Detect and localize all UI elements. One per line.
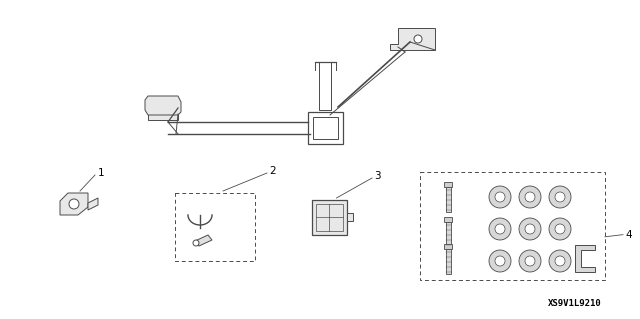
Bar (175, 193, 255, 261)
Bar (445, 249, 451, 274)
Circle shape (193, 240, 199, 246)
Polygon shape (195, 235, 212, 246)
Bar (312, 200, 347, 235)
Polygon shape (145, 96, 181, 115)
Text: 4: 4 (625, 230, 632, 240)
Circle shape (549, 218, 571, 240)
Bar (445, 187, 451, 212)
Bar (313, 117, 338, 139)
Circle shape (489, 186, 511, 208)
Circle shape (489, 218, 511, 240)
Circle shape (555, 256, 565, 266)
Circle shape (549, 186, 571, 208)
Polygon shape (148, 100, 178, 120)
Circle shape (519, 218, 541, 240)
Polygon shape (88, 198, 98, 210)
Circle shape (549, 250, 571, 272)
Polygon shape (60, 193, 88, 215)
Circle shape (495, 224, 505, 234)
Polygon shape (390, 28, 435, 50)
Text: XS9V1L9210: XS9V1L9210 (548, 299, 602, 308)
Text: 3: 3 (374, 171, 381, 181)
Circle shape (525, 224, 535, 234)
Bar (444, 182, 452, 187)
Circle shape (519, 186, 541, 208)
Bar (444, 217, 452, 222)
Bar (445, 222, 451, 247)
Text: 2: 2 (269, 166, 276, 176)
Circle shape (555, 192, 565, 202)
Circle shape (164, 106, 172, 114)
Circle shape (555, 224, 565, 234)
Bar (444, 244, 452, 249)
Bar (319, 62, 331, 110)
Circle shape (69, 199, 79, 209)
Circle shape (525, 192, 535, 202)
Circle shape (489, 250, 511, 272)
Circle shape (414, 35, 422, 43)
Circle shape (495, 192, 505, 202)
Bar (316, 204, 343, 231)
Circle shape (519, 250, 541, 272)
Bar (420, 172, 605, 280)
Bar (308, 112, 343, 144)
Circle shape (525, 256, 535, 266)
Text: 1: 1 (98, 168, 104, 178)
Bar (347, 213, 353, 221)
Polygon shape (575, 245, 595, 272)
Circle shape (495, 256, 505, 266)
